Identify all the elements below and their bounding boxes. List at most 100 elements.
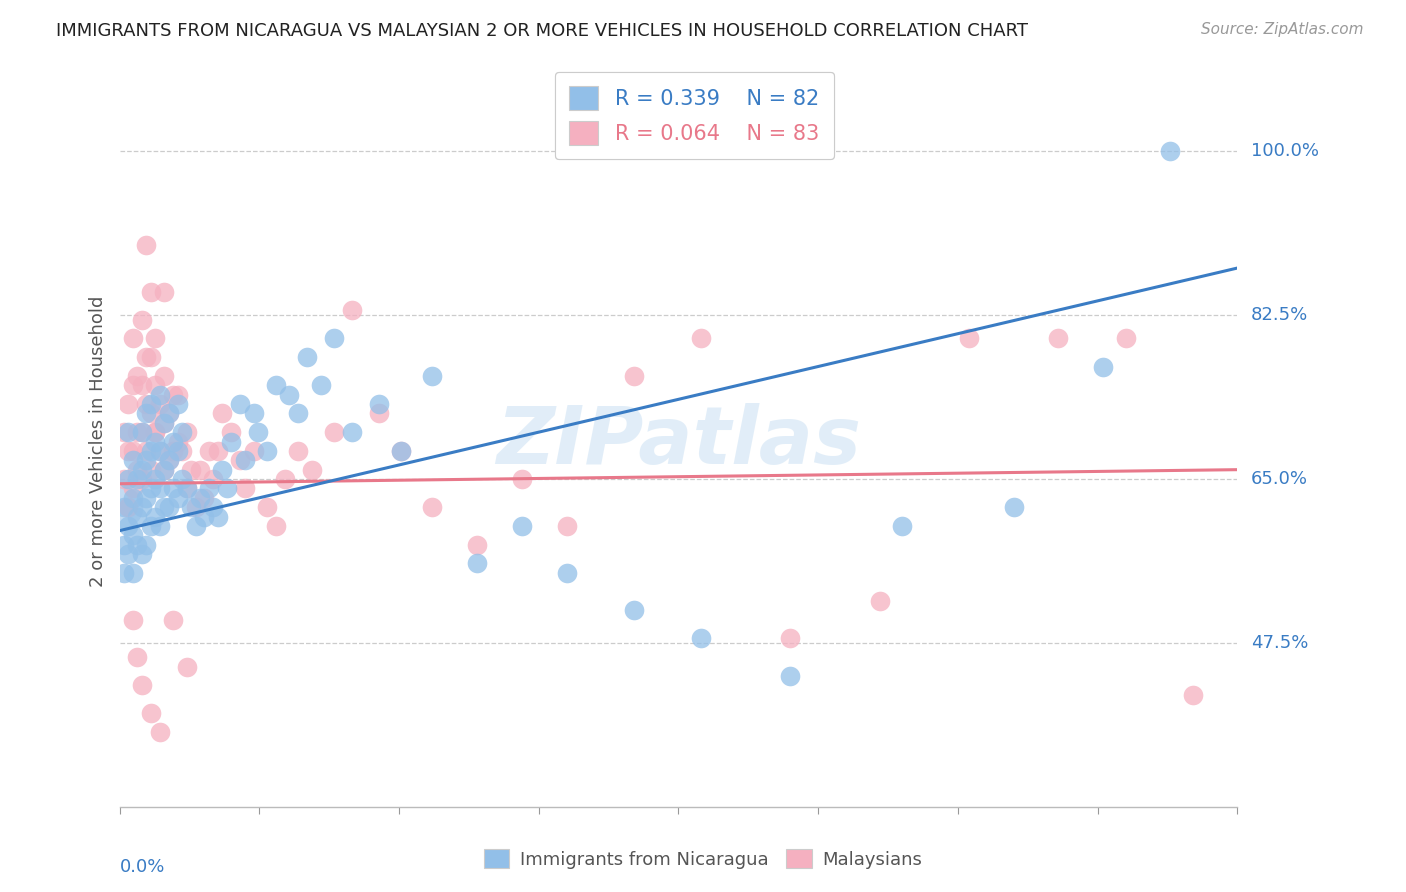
- Point: [127, 463, 149, 477]
- Point: [117, 397, 139, 411]
- Point: [117, 519, 139, 533]
- Point: [143, 425, 166, 439]
- Point: [139, 350, 162, 364]
- Point: [157, 406, 180, 420]
- Point: [143, 472, 166, 486]
- Point: [242, 444, 264, 458]
- Point: [264, 519, 287, 533]
- Point: [139, 463, 162, 477]
- Point: [135, 397, 157, 411]
- Point: [555, 519, 578, 533]
- Text: 100.0%: 100.0%: [1251, 142, 1319, 160]
- Text: 82.5%: 82.5%: [1251, 306, 1309, 324]
- Point: [143, 509, 166, 524]
- Point: [157, 406, 180, 420]
- Point: [1002, 500, 1025, 515]
- Point: [242, 406, 264, 420]
- Point: [157, 500, 180, 515]
- Point: [157, 453, 180, 467]
- Point: [122, 491, 145, 505]
- Point: [274, 472, 297, 486]
- Point: [301, 463, 323, 477]
- Point: [112, 500, 135, 515]
- Point: [340, 425, 363, 439]
- Point: [689, 632, 711, 646]
- Point: [180, 463, 202, 477]
- Point: [166, 491, 188, 505]
- Point: [389, 444, 412, 458]
- Point: [127, 368, 149, 383]
- Point: [229, 397, 252, 411]
- Point: [131, 312, 153, 326]
- Point: [207, 509, 229, 524]
- Point: [131, 425, 153, 439]
- Point: [623, 603, 645, 617]
- Point: [135, 406, 157, 420]
- Point: [215, 482, 238, 496]
- Point: [340, 303, 363, 318]
- Point: [135, 350, 157, 364]
- Point: [139, 706, 162, 721]
- Point: [162, 444, 184, 458]
- Point: [172, 472, 194, 486]
- Point: [323, 331, 346, 345]
- Point: [112, 425, 135, 439]
- Point: [256, 500, 278, 515]
- Legend: R = 0.339    N = 82, R = 0.064    N = 83: R = 0.339 N = 82, R = 0.064 N = 83: [555, 71, 834, 160]
- Point: [287, 406, 309, 420]
- Point: [143, 331, 166, 345]
- Point: [188, 463, 211, 477]
- Point: [127, 538, 149, 552]
- Text: 47.5%: 47.5%: [1251, 634, 1309, 652]
- Point: [309, 378, 332, 392]
- Point: [149, 725, 172, 739]
- Point: [139, 285, 162, 299]
- Point: [111, 500, 134, 515]
- Point: [162, 387, 184, 401]
- Point: [112, 538, 135, 552]
- Point: [219, 425, 243, 439]
- Point: [139, 519, 162, 533]
- Point: [176, 425, 198, 439]
- Point: [465, 538, 488, 552]
- Point: [135, 237, 157, 252]
- Point: [869, 594, 891, 608]
- Point: [127, 472, 149, 486]
- Point: [135, 444, 157, 458]
- Point: [297, 350, 319, 364]
- Point: [139, 482, 162, 496]
- Point: [157, 453, 180, 467]
- Point: [957, 331, 980, 345]
- Point: [207, 444, 229, 458]
- Point: [176, 659, 198, 673]
- Y-axis label: 2 or more Vehicles in Household: 2 or more Vehicles in Household: [89, 296, 107, 587]
- Point: [112, 566, 135, 580]
- Point: [193, 491, 215, 505]
- Point: [172, 444, 194, 458]
- Text: 0.0%: 0.0%: [120, 858, 165, 877]
- Point: [202, 472, 225, 486]
- Text: Source: ZipAtlas.com: Source: ZipAtlas.com: [1201, 22, 1364, 37]
- Point: [139, 406, 162, 420]
- Point: [510, 472, 533, 486]
- Point: [139, 397, 162, 411]
- Point: [176, 482, 198, 496]
- Point: [623, 368, 645, 383]
- Point: [162, 482, 184, 496]
- Point: [122, 566, 145, 580]
- Point: [367, 406, 389, 420]
- Point: [1159, 144, 1181, 158]
- Point: [131, 463, 153, 477]
- Point: [149, 444, 172, 458]
- Point: [122, 528, 145, 542]
- Point: [131, 378, 153, 392]
- Point: [1047, 331, 1070, 345]
- Point: [117, 547, 139, 561]
- Point: [233, 482, 256, 496]
- Point: [198, 444, 221, 458]
- Point: [162, 613, 184, 627]
- Text: ZIPatlas: ZIPatlas: [496, 402, 860, 481]
- Point: [149, 482, 172, 496]
- Point: [117, 500, 139, 515]
- Point: [117, 444, 139, 458]
